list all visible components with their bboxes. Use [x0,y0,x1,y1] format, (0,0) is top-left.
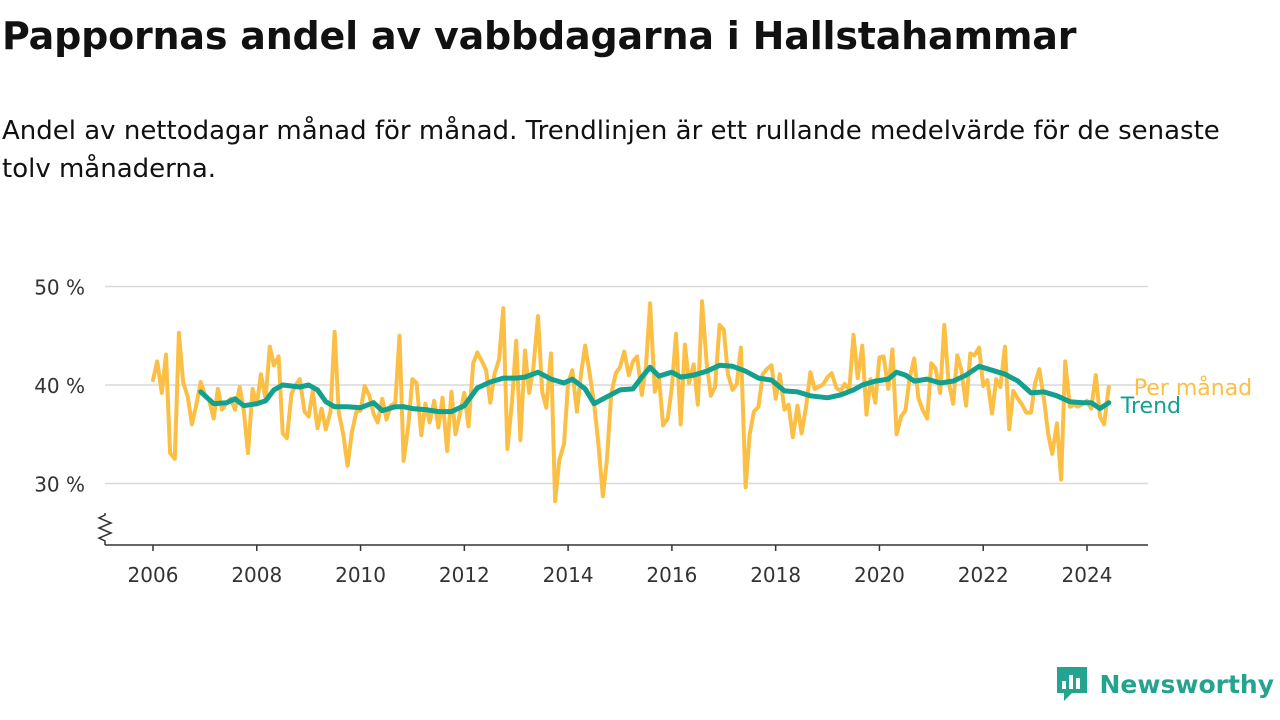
x-tick-label: 2016 [646,563,697,587]
x-tick-label: 2024 [1062,563,1113,587]
y-tick-label: 40 % [34,374,85,398]
x-tick-label: 2014 [543,563,594,587]
x-tick-label: 2020 [854,563,905,587]
brand-logo: Newsworthy [1054,664,1275,704]
brand-name: Newsworthy [1099,669,1275,699]
y-tick-label: 30 % [34,473,85,497]
y-axis-break-icon [97,513,113,545]
axes: 30 % 40 % 50 % 2006 2008 2010 2012 2014 2016 2018… [34,276,1148,587]
x-tick-label: 2008 [231,563,282,587]
series-label-trend: Trend [1120,394,1181,419]
y-tick-label: 50 % [34,276,85,300]
page-subtitle: Andel av nettodagar månad för månad. Tre… [2,116,1220,184]
x-tick-label: 2010 [335,563,386,587]
series-line-trend [198,362,1112,415]
x-tick-label: 2012 [439,563,490,587]
series-lines [151,299,1112,504]
x-tick-label: 2022 [958,563,1009,587]
newsworthy-logo-icon [1056,667,1087,701]
x-tick-label: 2006 [128,563,179,587]
page-title: Pappornas andel av vabbdagarna i Hallsta… [2,14,1077,58]
series-line-per-manad [151,299,1111,504]
series-label-per-manad: Per månad [1134,375,1252,401]
x-tick-label: 2018 [750,563,801,587]
